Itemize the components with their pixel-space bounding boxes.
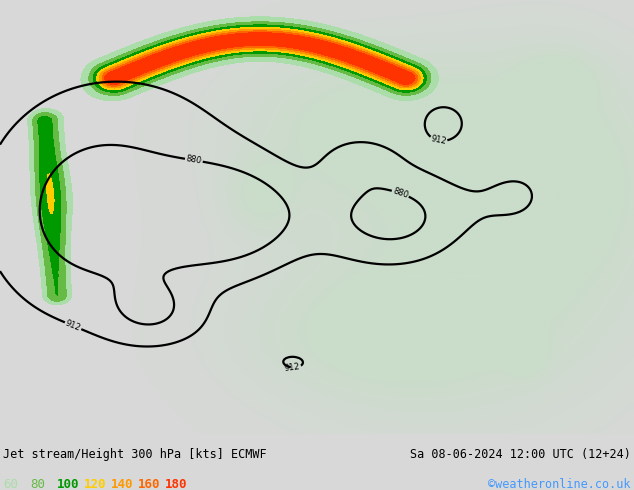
- Text: 912: 912: [430, 134, 447, 147]
- Text: 912: 912: [284, 362, 301, 373]
- Text: 60: 60: [3, 478, 18, 490]
- Text: 140: 140: [111, 478, 134, 490]
- Text: 120: 120: [84, 478, 107, 490]
- Text: 880: 880: [185, 154, 202, 166]
- Text: 100: 100: [57, 478, 79, 490]
- Text: 912: 912: [64, 318, 82, 333]
- Text: ©weatheronline.co.uk: ©weatheronline.co.uk: [489, 478, 631, 490]
- Text: Sa 08-06-2024 12:00 UTC (12+24): Sa 08-06-2024 12:00 UTC (12+24): [410, 448, 631, 461]
- Text: 880: 880: [391, 187, 410, 200]
- Text: 80: 80: [30, 478, 45, 490]
- Text: 180: 180: [165, 478, 188, 490]
- Text: 160: 160: [138, 478, 160, 490]
- Text: Jet stream/Height 300 hPa [kts] ECMWF: Jet stream/Height 300 hPa [kts] ECMWF: [3, 448, 267, 461]
